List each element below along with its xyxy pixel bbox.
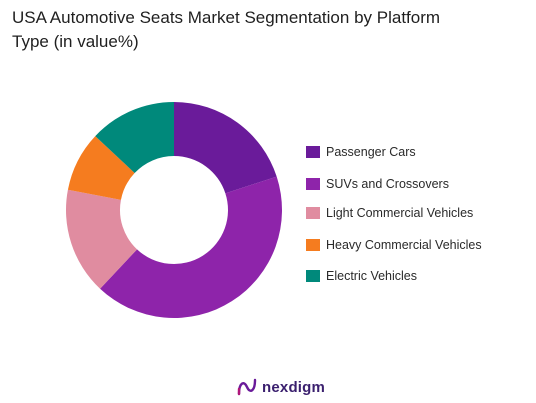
legend-item-suvs-and-crossovers: SUVs and Crossovers <box>306 175 449 193</box>
donut-slice-heavy-commercial-vehicles <box>67 136 135 200</box>
brand-name: nexdigm <box>262 378 326 396</box>
legend-label: Light Commercial Vehicles <box>326 206 474 220</box>
legend-swatch <box>306 239 320 251</box>
legend-label: Passenger Cars <box>326 145 416 159</box>
legend-swatch <box>306 270 320 282</box>
donut-slice-electric-vehicles <box>95 102 174 174</box>
legend-item-heavy-commercial-vehicles: Heavy Commercial Vehicles <box>306 236 482 254</box>
donut-slices <box>66 102 282 319</box>
legend-item-passenger-cars: Passenger Cars <box>306 143 416 161</box>
donut-slice-suvs-and-crossovers <box>100 176 282 319</box>
donut-slice-light-commercial-vehicles <box>66 189 138 289</box>
legend-label: Heavy Commercial Vehicles <box>326 238 482 252</box>
legend-swatch <box>306 146 320 158</box>
footer-brand: nexdigm <box>236 376 325 398</box>
legend-label: SUVs and Crossovers <box>326 177 449 191</box>
legend-item-electric-vehicles: Electric Vehicles <box>306 267 417 285</box>
legend-swatch <box>306 178 320 190</box>
legend-swatch <box>306 207 320 219</box>
legend-item-light-commercial-vehicles: Light Commercial Vehicles <box>306 204 473 222</box>
nexdigm-logo-icon <box>237 378 257 396</box>
donut-slice-passenger-cars <box>174 102 277 194</box>
chart-title: USA Automotive Seats Market Segmentation… <box>12 8 441 51</box>
legend-label: Electric Vehicles <box>326 269 418 283</box>
